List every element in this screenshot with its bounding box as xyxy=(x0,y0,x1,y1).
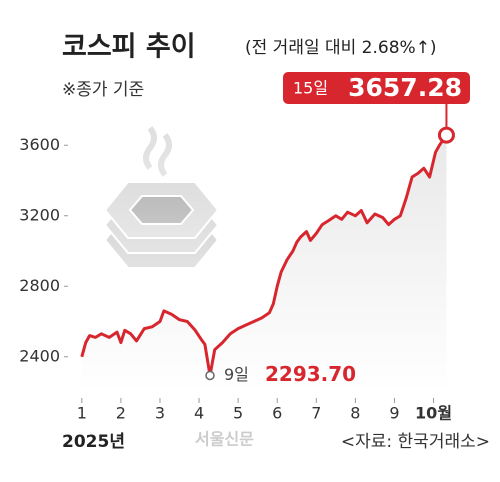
line xyxy=(80,134,448,377)
annotation-point xyxy=(437,126,455,144)
watermark: 서울신문 xyxy=(195,430,254,449)
x-tick-label: 5 xyxy=(233,404,243,423)
x-tick-label: 7 xyxy=(311,404,321,423)
annotation-box xyxy=(283,72,470,104)
chart-title: 코스피 추이 xyxy=(62,32,196,63)
area-fade xyxy=(74,110,457,392)
x-tick-label: 4 xyxy=(194,404,204,423)
x-tick-label: 9 xyxy=(389,404,399,423)
plot: 2400 2800 3200 3600 1 2 3 4 5 6 7 8 9 10월 9일 2293.70 15일… xyxy=(19,72,470,423)
x-tick-label: 8 xyxy=(350,404,360,423)
x-tick-label: 6 xyxy=(272,404,282,423)
annotation-day: 9일 xyxy=(224,365,249,384)
note: ※종가 기준 xyxy=(62,80,144,100)
x-tick-label: 1 xyxy=(77,404,87,423)
chart-subtitle: (전 거래일 대비 2.68%↑) xyxy=(245,38,437,58)
source: <자료: 한국거래소> xyxy=(341,432,490,452)
annotation-point xyxy=(205,370,215,381)
x-tick-label: 3 xyxy=(155,404,165,423)
y-tick-label: 2800 xyxy=(19,276,60,295)
y-tick-label: 3200 xyxy=(19,205,60,224)
x-tick-label: 2 xyxy=(116,404,126,423)
year-label: 2025년 xyxy=(62,432,125,452)
x-tick-label: 10월 xyxy=(415,404,452,423)
y-tick-label: 3600 xyxy=(19,135,60,154)
y-tick-label: 2400 xyxy=(19,346,60,365)
annotation-value: 2293.70 xyxy=(265,362,356,386)
annotation-value: 3657.28 xyxy=(348,73,462,102)
annotation-day: 15일 xyxy=(293,79,328,98)
